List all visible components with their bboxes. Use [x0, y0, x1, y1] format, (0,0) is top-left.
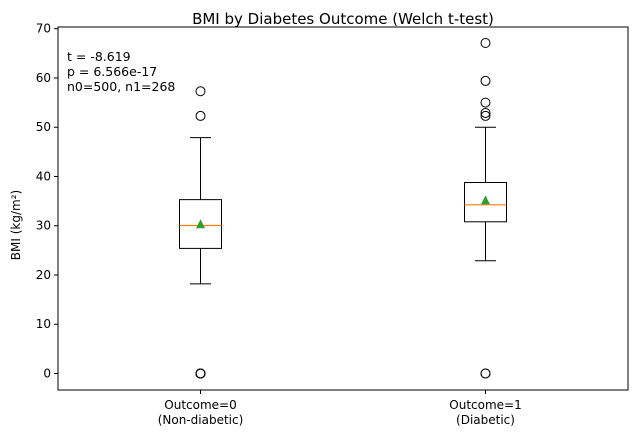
annotation-line-p: p = 6.566e-17	[67, 64, 157, 79]
annotation-line-t: t = -8.619	[67, 49, 131, 64]
box-group	[179, 86, 222, 379]
box-iqr	[179, 199, 222, 249]
outlier-point	[480, 97, 491, 108]
outlier-point	[480, 38, 491, 49]
outlier-point	[480, 110, 491, 121]
outlier-point	[195, 368, 206, 379]
y-axis-label: BMI (kg/m²)	[9, 190, 23, 260]
y-tick-label: 10	[36, 317, 51, 331]
mean-marker	[481, 195, 490, 205]
x-tick-label: Outcome=1 (Diabetic)	[449, 398, 521, 427]
x-tick-label-line: Outcome=1	[449, 398, 521, 412]
chart-title: BMI by Diabetes Outcome (Welch t-test)	[192, 10, 494, 28]
y-tick-label: 30	[36, 219, 51, 233]
x-tick-label-line: (Non-diabetic)	[158, 413, 244, 427]
plot-frame	[57, 26, 629, 391]
y-tick-label: 70	[36, 22, 51, 36]
y-tick-label: 20	[36, 268, 51, 282]
outlier-point	[480, 368, 491, 379]
x-axis: Outcome=0 (Non-diabetic) Outcome=1 (Diabeti…	[158, 390, 522, 427]
box-iqr	[464, 181, 507, 223]
x-tick-label-line: Outcome=0	[164, 398, 236, 412]
box-group	[464, 38, 507, 379]
outlier-point	[480, 107, 491, 118]
y-tick-label: 40	[36, 169, 51, 183]
mean-marker	[196, 219, 205, 229]
outlier-point	[480, 75, 491, 86]
y-tick-label: 50	[36, 120, 51, 134]
x-tick-label: Outcome=0 (Non-diabetic)	[158, 398, 244, 427]
boxes-layer	[179, 38, 507, 379]
x-tick-label-line: (Diabetic)	[456, 413, 515, 427]
outlier-point	[195, 86, 206, 97]
y-tick-label: 0	[43, 367, 51, 381]
annotation-line-n: n0=500, n1=268	[67, 79, 175, 94]
outlier-point	[195, 110, 206, 121]
stats-annotation: t = -8.619 p = 6.566e-17 n0=500, n1=268	[67, 49, 175, 94]
y-tick-label: 60	[36, 71, 51, 85]
y-axis: 0 10 20 30 40 50 60 70	[36, 22, 58, 381]
